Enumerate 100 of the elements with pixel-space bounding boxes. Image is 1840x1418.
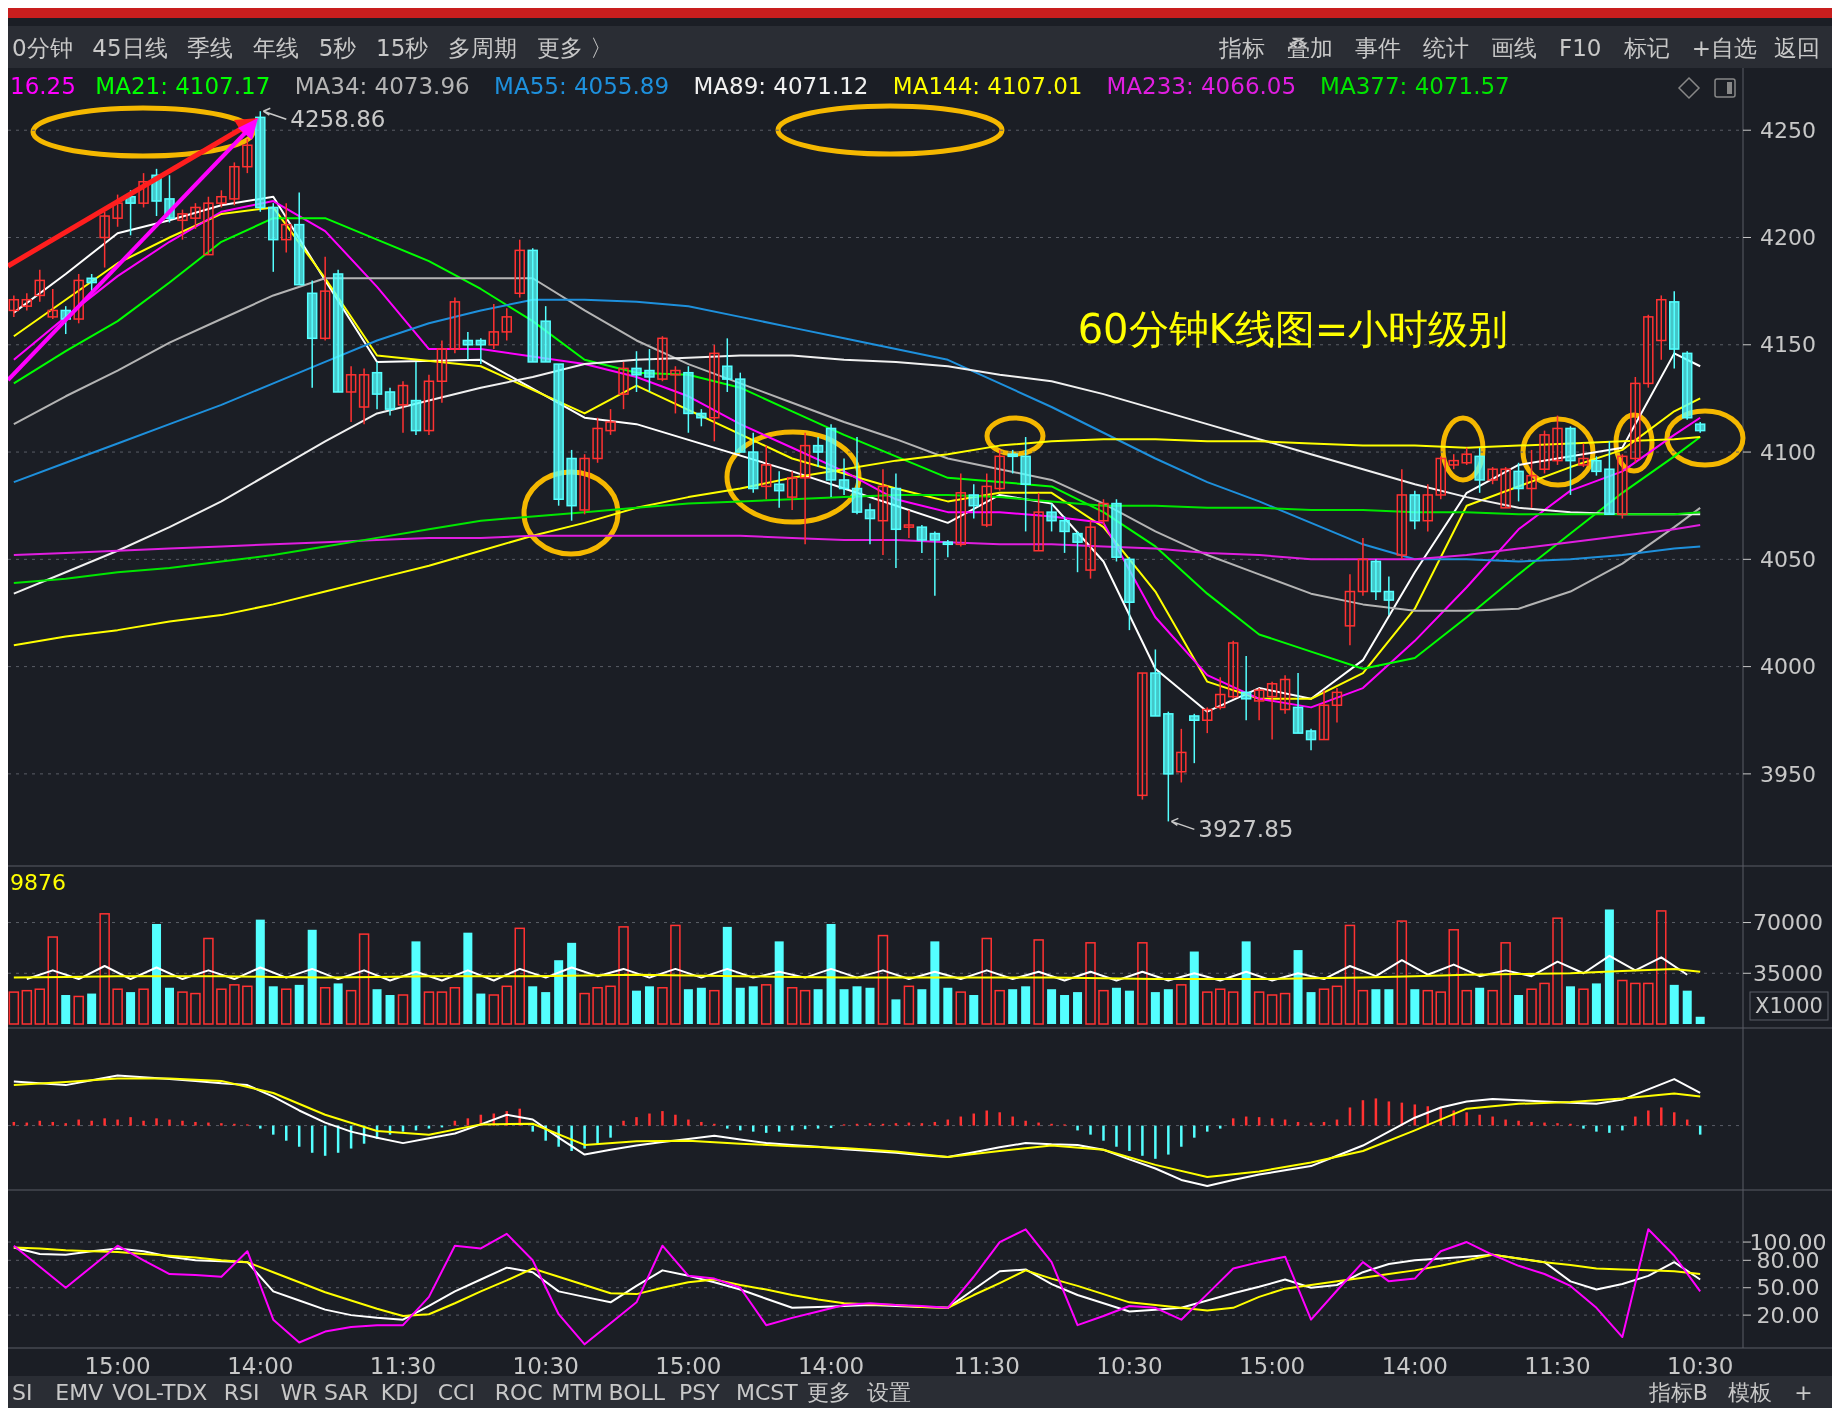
- bar: [1647, 1110, 1650, 1126]
- bar: [1578, 988, 1589, 1025]
- bar: [1656, 910, 1667, 1025]
- bar: [1660, 1107, 1663, 1126]
- text: 0分钟: [12, 35, 73, 61]
- bar: [194, 1121, 197, 1126]
- bar: [579, 992, 590, 1025]
- text: VOL-TDX: [112, 1380, 208, 1405]
- bar: [1253, 991, 1265, 1025]
- candlestick: [1591, 455, 1602, 477]
- candlestick: [345, 365, 357, 423]
- text: MA89: 4071.12: [693, 73, 869, 99]
- candlestick: [1500, 466, 1511, 509]
- bar: [903, 985, 915, 1025]
- bar: [1371, 989, 1381, 1024]
- bar: [1076, 1125, 1079, 1131]
- bar: [1514, 995, 1524, 1024]
- bar: [181, 1120, 184, 1126]
- candlestick: [423, 374, 435, 436]
- bar: [1021, 986, 1031, 1024]
- bar: [1073, 992, 1083, 1024]
- candlestick: [618, 361, 629, 410]
- candlestick: [760, 444, 772, 501]
- text: 统计: [1422, 35, 1469, 61]
- bar: [1266, 994, 1278, 1025]
- bar: [541, 992, 551, 1024]
- bar: [1634, 1116, 1637, 1126]
- y-tick-label: 20.00: [1756, 1302, 1820, 1328]
- bar: [985, 1110, 988, 1126]
- bar: [1279, 992, 1291, 1025]
- candlestick: [1279, 674, 1291, 715]
- candlestick: [462, 331, 474, 361]
- candlestick: [1137, 672, 1148, 801]
- candlestick: [1227, 640, 1239, 700]
- candlestick: [657, 335, 668, 382]
- bar: [930, 941, 940, 1024]
- bar: [436, 991, 448, 1025]
- x-tick-label: 14:00: [1381, 1353, 1448, 1379]
- bar: [622, 1120, 625, 1126]
- bar: [1682, 990, 1692, 1024]
- candlestick: [981, 472, 992, 528]
- bar: [1504, 1119, 1507, 1126]
- candlestick: [1059, 515, 1070, 554]
- bar: [1396, 920, 1408, 1025]
- bar: [554, 960, 564, 1024]
- candlestick: [436, 339, 448, 404]
- bar: [661, 1111, 664, 1126]
- bar: [155, 1118, 158, 1126]
- line-series: [12, 1228, 1702, 1346]
- candlestick: [1331, 687, 1343, 724]
- bar: [1102, 1125, 1105, 1141]
- candlestick: [501, 307, 513, 342]
- y-tick-label: 4000: [1760, 654, 1816, 680]
- text: SAR: [323, 1380, 369, 1405]
- bar: [1526, 988, 1537, 1025]
- text: RSI: [223, 1380, 260, 1405]
- bar: [1448, 929, 1459, 1025]
- bar: [955, 991, 967, 1025]
- text: MA377: 4071.57: [1320, 73, 1510, 99]
- bar: [1565, 986, 1575, 1024]
- line-series: [25, 954, 1689, 982]
- candlestick: [1474, 447, 1485, 494]
- bar: [917, 989, 927, 1024]
- candlestick: [8, 294, 20, 318]
- text: MA55: 4055.89: [494, 73, 670, 99]
- bar: [73, 995, 84, 1025]
- bar: [138, 988, 149, 1025]
- candlestick: [1630, 376, 1641, 464]
- candlestick: [281, 202, 292, 254]
- annotation: 9876: [10, 870, 66, 895]
- candlestick: [242, 138, 253, 174]
- bar: [152, 923, 162, 1024]
- candlestick: [968, 483, 980, 520]
- bar: [1695, 1016, 1705, 1024]
- bar: [103, 1118, 106, 1126]
- bar: [220, 1123, 223, 1126]
- bar: [865, 987, 875, 1024]
- bar: [674, 1114, 677, 1126]
- bar: [1621, 1125, 1624, 1131]
- text: 指标B: [1647, 1380, 1708, 1405]
- bar: [1318, 988, 1330, 1025]
- candlestick: [1383, 575, 1395, 616]
- candlestick: [903, 509, 915, 539]
- candlestick: [592, 416, 603, 464]
- bar: [1214, 988, 1226, 1025]
- bar: [259, 1125, 262, 1129]
- text: WR: [280, 1380, 318, 1405]
- text: MCST: [735, 1380, 799, 1405]
- bar: [1163, 989, 1173, 1024]
- bar: [142, 1120, 145, 1126]
- bar: [1331, 985, 1343, 1025]
- bar: [281, 988, 292, 1025]
- bar: [683, 989, 693, 1024]
- candlestick: [799, 431, 811, 546]
- line-series: [12, 298, 1702, 563]
- bar: [1556, 1123, 1559, 1126]
- candlestick: [1305, 728, 1317, 752]
- bar: [618, 926, 629, 1025]
- candlestick: [670, 365, 681, 415]
- text: PSY: [679, 1380, 721, 1405]
